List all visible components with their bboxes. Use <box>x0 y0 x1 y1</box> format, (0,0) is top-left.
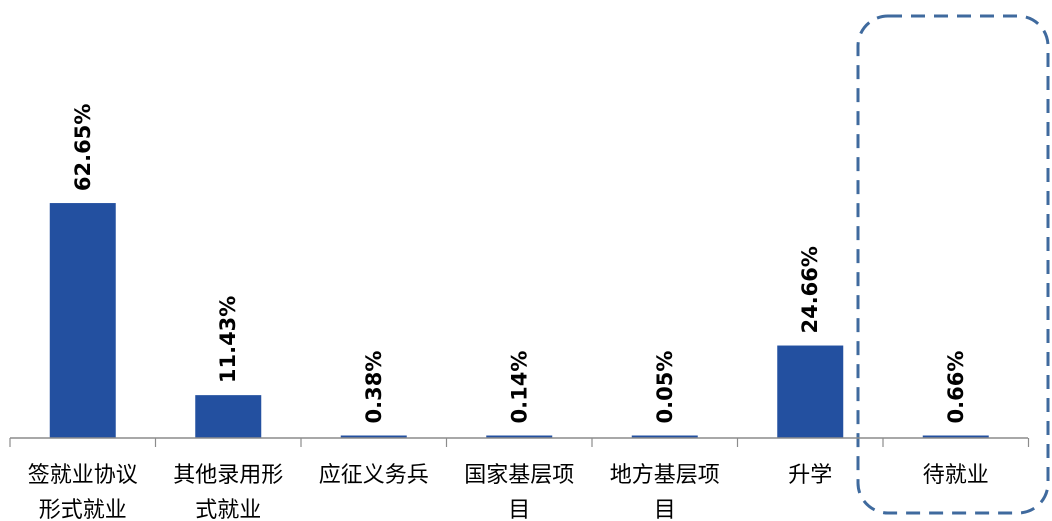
data-label: 62.65% <box>71 104 95 191</box>
data-label: 0.14% <box>507 351 531 424</box>
x-ticks-group <box>9 438 1030 447</box>
category-label-line: 应征义务兵 <box>319 463 429 488</box>
data-label: 24.66% <box>798 246 822 333</box>
category-label-line: 国家基层项 <box>464 463 574 488</box>
bar <box>922 435 989 438</box>
data-label: 0.38% <box>362 351 386 424</box>
highlight-box <box>856 14 1050 515</box>
category-label-line: 式就业 <box>195 498 261 521</box>
category-label: 升学 <box>788 463 832 488</box>
bars-group <box>49 203 989 438</box>
category-label-line: 待就业 <box>923 463 989 488</box>
category-label: 待就业 <box>923 463 989 488</box>
data-labels-group: 62.65% 11.43% 0.38% 0.14% 0.05% 24.66% 0.66% <box>71 104 968 424</box>
category-label-line: 形式就业 <box>39 498 127 521</box>
category-label-line: 目 <box>654 498 676 521</box>
category-label: 签就业协议形式就业 <box>28 463 138 521</box>
category-label-line: 其他录用形 <box>173 463 283 488</box>
bar <box>777 345 844 438</box>
category-label-line: 地方基层项 <box>610 463 720 488</box>
category-label: 应征义务兵 <box>319 463 429 488</box>
category-label: 国家基层项目 <box>464 463 574 521</box>
data-label: 0.05% <box>653 351 677 424</box>
bar <box>486 435 553 438</box>
category-label: 地方基层项目 <box>610 463 720 521</box>
bar <box>195 395 262 438</box>
data-label: 0.66% <box>944 351 968 424</box>
category-label-line: 升学 <box>788 463 832 488</box>
bar <box>49 203 116 438</box>
bar <box>340 435 407 438</box>
data-label: 11.43% <box>216 296 240 383</box>
bar <box>631 435 698 438</box>
category-label-line: 签就业协议 <box>28 463 138 488</box>
category-label-line: 目 <box>508 498 530 521</box>
category-label: 其他录用形式就业 <box>173 463 283 521</box>
